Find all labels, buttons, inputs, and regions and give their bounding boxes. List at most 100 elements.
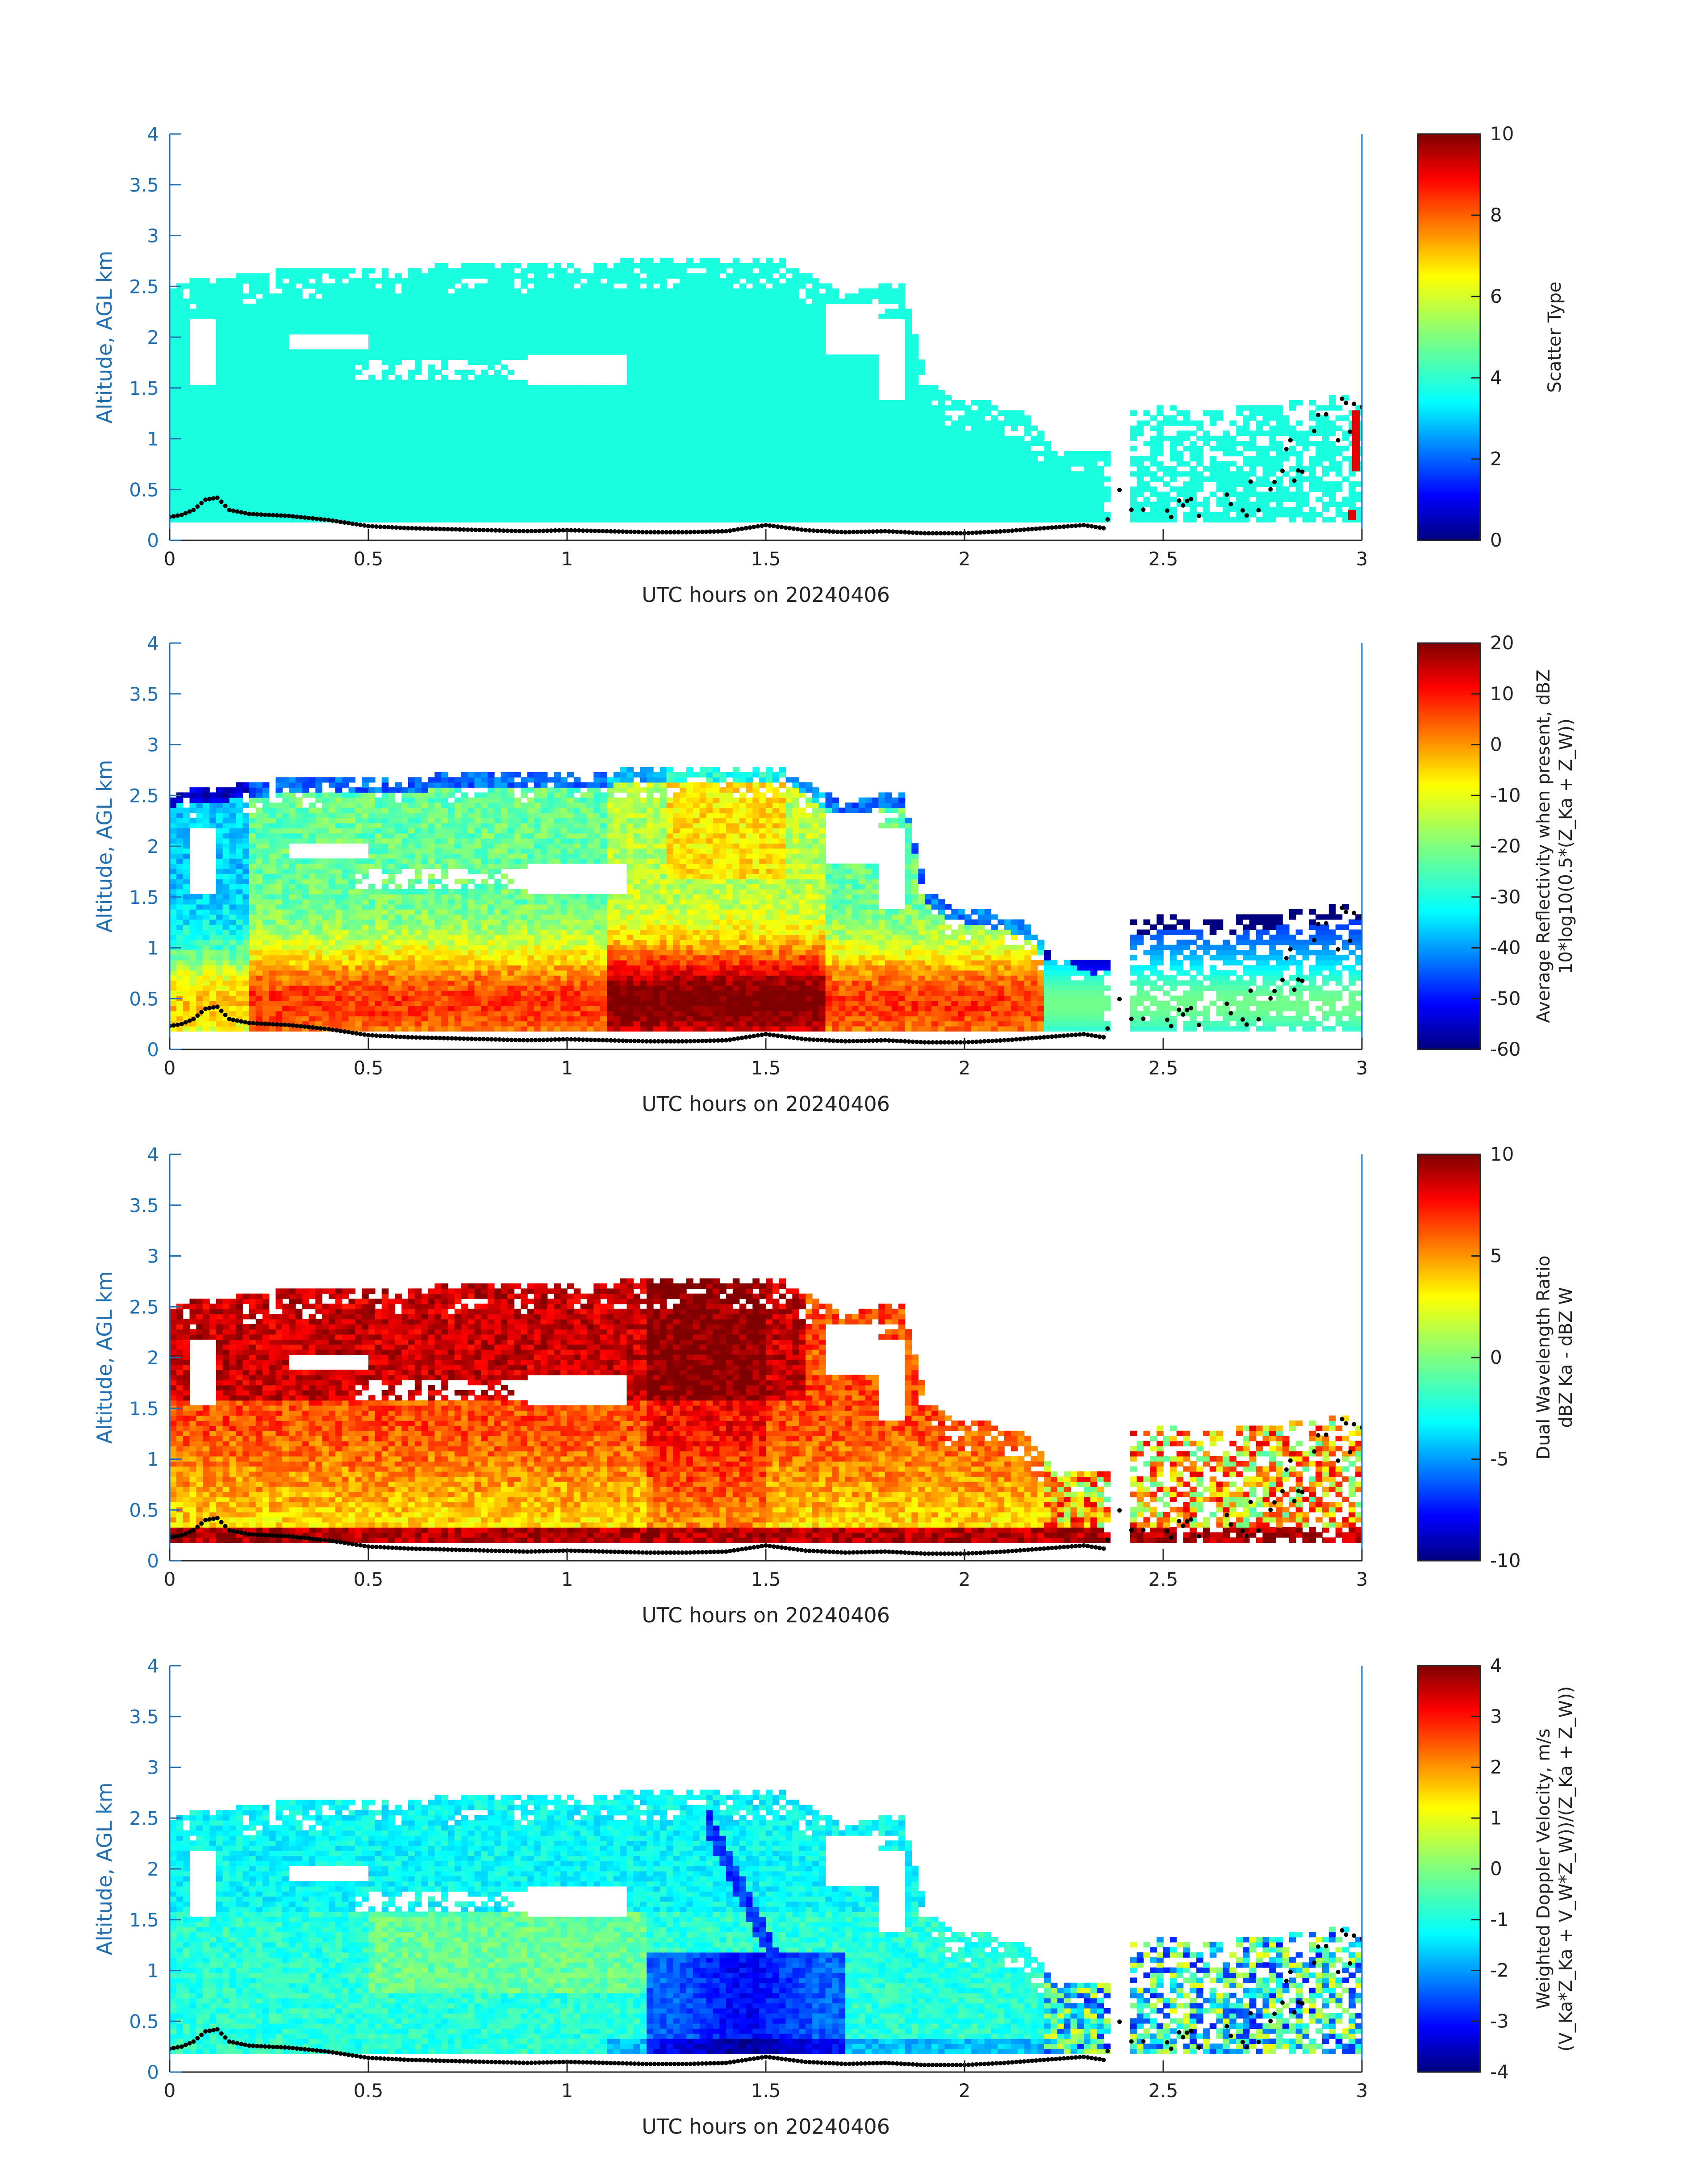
heatmap-cell (176, 501, 184, 507)
heatmap-cell (255, 466, 263, 472)
heatmap-cell (852, 420, 859, 426)
heatmap-cell (209, 501, 217, 507)
heatmap-cell (434, 384, 442, 391)
heatmap-cell (660, 354, 667, 360)
heatmap-cell (203, 517, 210, 522)
heatmap-cell (242, 491, 250, 497)
heatmap-cell (686, 298, 693, 304)
heatmap-cell (680, 364, 687, 370)
heatmap-cell (752, 380, 760, 385)
heatmap-cell (315, 390, 322, 396)
heatmap-cell (534, 283, 541, 289)
heatmap-cell (812, 456, 819, 462)
heatmap-cell (613, 451, 621, 456)
heatmap-cell (806, 400, 813, 406)
heatmap-cell (534, 298, 541, 304)
heatmap-cell (335, 481, 342, 487)
heatmap-cell (666, 288, 674, 294)
heatmap-cell (269, 339, 276, 345)
heatmap-cell (752, 313, 760, 319)
heatmap-cell (673, 430, 680, 436)
heatmap-cell (408, 415, 415, 421)
heatmap-cell (573, 430, 581, 436)
heatmap-cell (474, 380, 481, 385)
heatmap-cell (342, 395, 349, 401)
heatmap-cell (329, 288, 336, 294)
heatmap-cell (434, 446, 442, 451)
heatmap-cell (686, 283, 693, 289)
heatmap-cell (521, 390, 528, 396)
heatmap-cell (746, 430, 753, 436)
heatmap-cell (666, 319, 674, 325)
heatmap-cell (222, 430, 230, 436)
heatmap-cell (785, 415, 793, 421)
heatmap-cell (249, 313, 256, 319)
heatmap-cell (732, 369, 740, 375)
heatmap-cell (507, 263, 515, 269)
heatmap-cell (878, 491, 885, 497)
heatmap-cell (501, 497, 508, 502)
heatmap-cell (329, 324, 336, 330)
heatmap-cell (806, 359, 813, 365)
heatmap-cell (348, 471, 356, 477)
heatmap-cell (626, 268, 634, 274)
heatmap-cell (428, 364, 435, 370)
heatmap-cell (878, 517, 885, 522)
heatmap-cell (693, 313, 700, 319)
heatmap-cell (229, 309, 237, 314)
heatmap-cell (812, 313, 819, 319)
heatmap-cell (229, 298, 237, 304)
heatmap-cell (249, 425, 256, 431)
heatmap-cell (647, 283, 654, 289)
heatmap-cell (368, 339, 376, 345)
heatmap-cell (806, 491, 813, 497)
heatmap-cell (547, 491, 555, 497)
heatmap-cell (395, 425, 402, 431)
heatmap-cell (216, 481, 223, 487)
heatmap-cell (806, 380, 813, 385)
heatmap-cell (772, 384, 780, 391)
heatmap-cell (302, 298, 309, 304)
heatmap-cell (401, 456, 409, 462)
heatmap-cell (779, 380, 786, 385)
heatmap-cell (348, 491, 356, 497)
heatmap-cell (626, 354, 634, 360)
heatmap-cell (355, 288, 362, 294)
heatmap-cell (633, 466, 640, 472)
heatmap-cell (699, 298, 707, 304)
heatmap-cell (647, 471, 654, 477)
heatmap-cell (587, 400, 594, 406)
heatmap-cell (779, 425, 786, 431)
heatmap-cell (189, 512, 197, 518)
heatmap-cell (236, 375, 243, 380)
heatmap-cell (534, 288, 541, 294)
heatmap-cell (494, 446, 501, 451)
heatmap-cell (587, 319, 594, 325)
heatmap-cell (666, 405, 674, 411)
heatmap-cell (766, 329, 773, 334)
heatmap-cell (282, 298, 289, 304)
heatmap-cell (693, 476, 700, 482)
heatmap-cell (269, 517, 276, 522)
heatmap-cell (282, 339, 289, 345)
heatmap-cell (309, 354, 316, 360)
heatmap-cell (236, 334, 243, 340)
heatmap-cell (560, 517, 568, 522)
heatmap-cell (825, 446, 833, 451)
heatmap-cell (329, 319, 336, 325)
heatmap-cell (488, 491, 495, 497)
heatmap-cell (660, 497, 667, 502)
heatmap-cell (560, 410, 568, 416)
heatmap-cell (819, 405, 826, 411)
heatmap-cell (507, 369, 515, 375)
heatmap-cell (395, 456, 402, 462)
heatmap-cell (872, 415, 879, 421)
heatmap-cell (335, 380, 342, 385)
heatmap-cell (666, 466, 674, 472)
heatmap-cell (381, 476, 389, 482)
heatmap-cell (501, 441, 508, 447)
heatmap-cell (660, 364, 667, 370)
heatmap-cell (381, 380, 389, 385)
heatmap-cell (468, 471, 475, 477)
heatmap-cell (421, 339, 429, 345)
